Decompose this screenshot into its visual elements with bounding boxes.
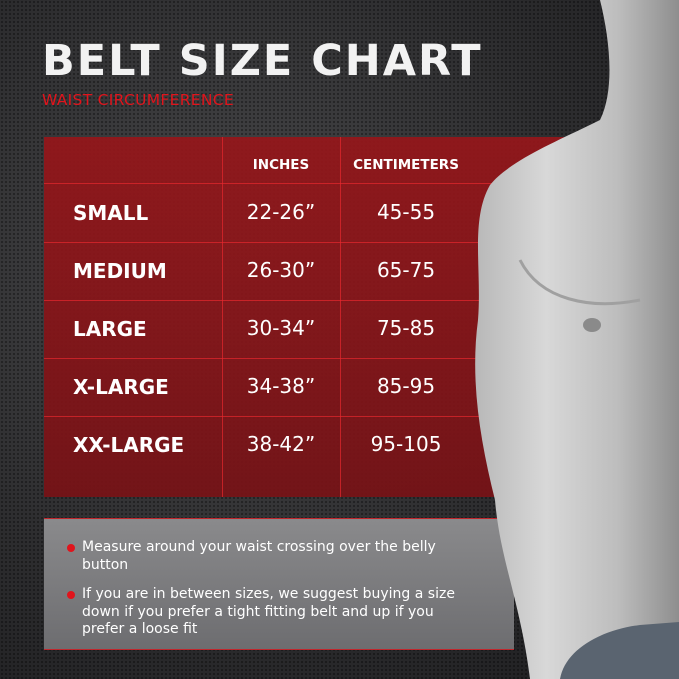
inches-value: 38-42” bbox=[246, 432, 316, 456]
note-text: Measure around your waist crossing over … bbox=[82, 539, 436, 573]
header-divider bbox=[44, 183, 583, 184]
note-text: If you are in between sizes, we suggest … bbox=[82, 586, 455, 637]
size-label: SMALL bbox=[73, 201, 149, 225]
inches-value: 34-38” bbox=[246, 374, 316, 398]
header-inches: INCHES bbox=[252, 157, 310, 173]
size-label: MEDIUM bbox=[73, 259, 167, 283]
table-row: XX-LARGE 38-42” 95-105 bbox=[44, 416, 583, 474]
row-divider bbox=[44, 300, 583, 301]
notes-box: Measure around your waist crossing over … bbox=[44, 518, 514, 650]
size-label: LARGE bbox=[73, 317, 147, 341]
table-row: MEDIUM 26-30” 65-75 bbox=[44, 242, 583, 300]
inches-value: 26-30” bbox=[246, 258, 316, 282]
row-divider bbox=[44, 416, 583, 417]
page-title: BELT SIZE CHART bbox=[42, 36, 483, 86]
header-centimeters: CENTIMETERS bbox=[353, 157, 459, 173]
inches-value: 22-26” bbox=[246, 200, 316, 224]
column-divider bbox=[222, 137, 223, 497]
size-label: X-LARGE bbox=[73, 375, 169, 399]
column-divider bbox=[340, 137, 341, 497]
page-subtitle: WAIST CIRCUMFERENCE bbox=[42, 91, 235, 109]
table-row: X-LARGE 34-38” 85-95 bbox=[44, 358, 583, 416]
size-label: XX-LARGE bbox=[73, 433, 185, 457]
bullet-icon bbox=[67, 544, 75, 552]
table-row: SMALL 22-26” 45-55 bbox=[44, 184, 583, 242]
centimeters-value: 65-75 bbox=[376, 258, 436, 282]
inches-value: 30-34” bbox=[246, 316, 316, 340]
bullet-icon bbox=[67, 591, 75, 599]
centimeters-value: 75-85 bbox=[376, 316, 436, 340]
note-item: If you are in between sizes, we suggest … bbox=[67, 586, 462, 639]
row-divider bbox=[44, 358, 583, 359]
row-divider bbox=[44, 242, 583, 243]
centimeters-value: 85-95 bbox=[376, 374, 436, 398]
centimeters-value: 45-55 bbox=[376, 200, 436, 224]
note-item: Measure around your waist crossing over … bbox=[67, 539, 462, 574]
table-row: LARGE 30-34” 75-85 bbox=[44, 300, 583, 358]
centimeters-value: 95-105 bbox=[370, 432, 442, 456]
